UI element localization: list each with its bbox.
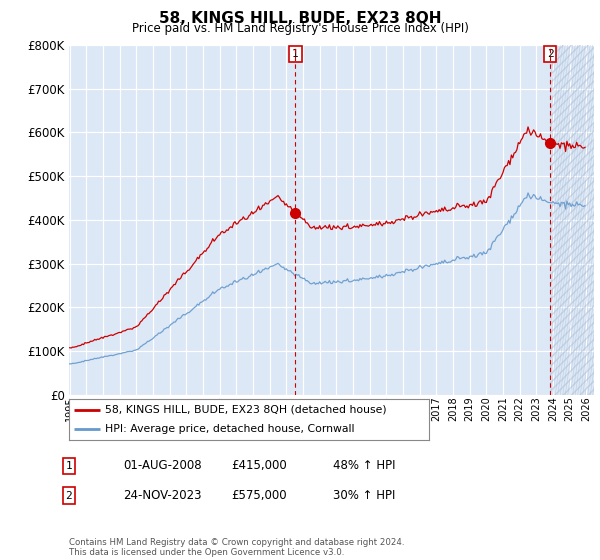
Text: £415,000: £415,000: [231, 459, 287, 473]
Text: 58, KINGS HILL, BUDE, EX23 8QH: 58, KINGS HILL, BUDE, EX23 8QH: [159, 11, 441, 26]
Text: HPI: Average price, detached house, Cornwall: HPI: Average price, detached house, Corn…: [105, 424, 355, 434]
Text: 30% ↑ HPI: 30% ↑ HPI: [333, 489, 395, 502]
Text: 2: 2: [547, 49, 554, 59]
Text: 2: 2: [65, 491, 73, 501]
Text: 48% ↑ HPI: 48% ↑ HPI: [333, 459, 395, 473]
Bar: [550, 45, 594, 395]
Text: 1: 1: [292, 49, 299, 59]
Bar: [550, 45, 594, 395]
Bar: [550, 45, 594, 395]
Text: £575,000: £575,000: [231, 489, 287, 502]
Text: 01-AUG-2008: 01-AUG-2008: [123, 459, 202, 473]
Text: Price paid vs. HM Land Registry's House Price Index (HPI): Price paid vs. HM Land Registry's House …: [131, 22, 469, 35]
Text: 58, KINGS HILL, BUDE, EX23 8QH (detached house): 58, KINGS HILL, BUDE, EX23 8QH (detached…: [105, 405, 386, 415]
Bar: [550, 45, 594, 395]
Text: Contains HM Land Registry data © Crown copyright and database right 2024.
This d: Contains HM Land Registry data © Crown c…: [69, 538, 404, 557]
Text: 1: 1: [65, 461, 73, 471]
Text: 24-NOV-2023: 24-NOV-2023: [123, 489, 202, 502]
